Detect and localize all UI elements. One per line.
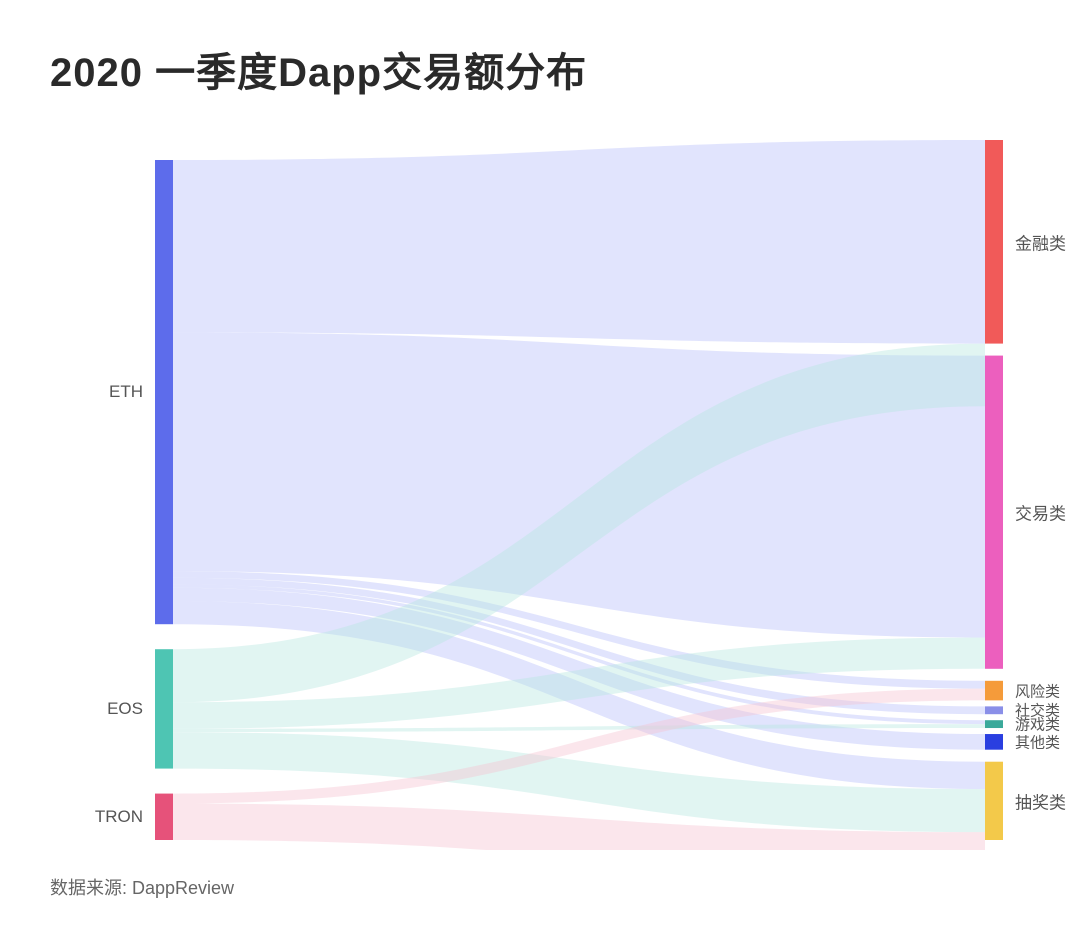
target-label-风险类: 风险类: [1015, 680, 1060, 701]
target-label-抽奖类: 抽奖类: [1015, 788, 1066, 813]
sankey-chart: ETHEOSTRON金融类交易类风险类社交类游戏类其他类抽奖类: [0, 130, 1080, 850]
data-source-footer: 数据来源: DappReview: [50, 874, 234, 900]
chart-title: 2020 一季度Dapp交易额分布: [50, 40, 587, 98]
source-label-EOS: EOS: [107, 699, 143, 719]
target-node-risk: [985, 681, 1003, 701]
sankey-flow: [173, 140, 985, 344]
target-label-其他类: 其他类: [1015, 731, 1060, 752]
target-node-lottery: [985, 762, 1003, 840]
target-node-social: [985, 706, 1003, 714]
target-label-金融类: 金融类: [1015, 229, 1066, 254]
target-node-other: [985, 734, 1003, 750]
target-node-game: [985, 720, 1003, 728]
source-node-EOS: [155, 649, 173, 768]
target-node-exchange: [985, 356, 1003, 669]
source-label-ETH: ETH: [109, 382, 143, 402]
target-label-交易类: 交易类: [1015, 500, 1066, 525]
source-node-TRON: [155, 794, 173, 840]
target-node-finance: [985, 140, 1003, 344]
source-node-ETH: [155, 160, 173, 624]
source-label-TRON: TRON: [95, 807, 143, 827]
